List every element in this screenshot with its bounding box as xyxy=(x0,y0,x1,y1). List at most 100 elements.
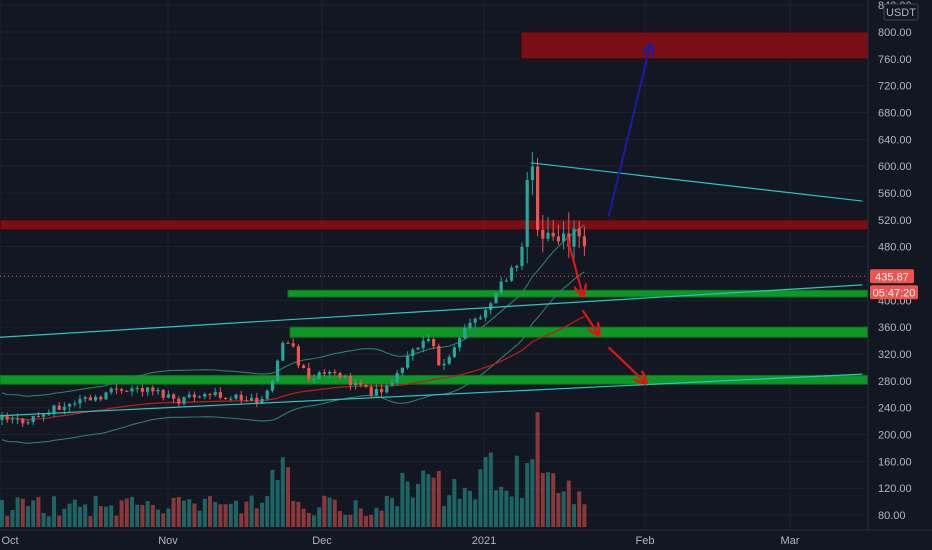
candle xyxy=(333,369,337,376)
volume-bar xyxy=(369,514,374,527)
candle xyxy=(198,395,202,399)
price-tick-label: 80.00 xyxy=(878,510,906,522)
candle xyxy=(73,400,77,407)
candle xyxy=(473,317,477,328)
arrow-down-icon xyxy=(581,309,599,333)
time-tick-label: Dec xyxy=(312,535,332,547)
volume-bar xyxy=(10,509,15,527)
candle xyxy=(83,395,87,403)
volume-bar xyxy=(421,470,426,527)
volume-bars xyxy=(0,412,587,527)
bollinger-upper xyxy=(1,224,585,397)
candle xyxy=(577,220,581,249)
bollinger-bands xyxy=(1,224,585,444)
price-tick-label: 520.00 xyxy=(878,215,912,227)
volume-bar xyxy=(156,509,160,527)
price-tick-label: 120.00 xyxy=(878,483,912,495)
time-tick-label: Oct xyxy=(1,535,18,547)
candle xyxy=(229,396,233,402)
candle xyxy=(130,385,134,396)
volume-bar xyxy=(540,473,545,527)
candle xyxy=(426,333,430,343)
candle xyxy=(541,214,545,253)
candle xyxy=(291,338,295,348)
volume-bar xyxy=(166,508,171,527)
candle xyxy=(203,392,207,400)
volume-bar xyxy=(202,498,207,527)
volume-bar xyxy=(57,515,62,527)
candle xyxy=(239,390,243,404)
candle xyxy=(36,411,40,418)
candle xyxy=(374,384,378,397)
volume-bar xyxy=(582,504,587,527)
countdown-tag: 05:47:20 xyxy=(870,285,918,300)
candle xyxy=(156,387,160,395)
volume-bar xyxy=(488,452,493,527)
candle xyxy=(582,226,586,256)
arrow-up-icon xyxy=(607,45,651,217)
price-tick-label: 680.00 xyxy=(878,108,912,120)
volume-bar xyxy=(416,483,420,527)
candle xyxy=(400,367,404,377)
candle xyxy=(536,158,540,237)
volume-bar xyxy=(384,495,389,527)
volume-bar xyxy=(171,497,176,527)
candle-countdown: 05:47:20 xyxy=(873,287,916,299)
volume-bar xyxy=(322,495,327,527)
candle xyxy=(302,363,306,369)
candle xyxy=(385,383,389,394)
volume-bar xyxy=(176,496,181,527)
volume-bar xyxy=(187,499,192,527)
volume-bar xyxy=(525,463,530,527)
candle xyxy=(208,392,212,400)
volume-bar xyxy=(338,511,342,527)
volume-bar xyxy=(119,500,124,527)
candle xyxy=(250,393,254,401)
volume-bar xyxy=(447,495,452,527)
volume-bar xyxy=(462,487,467,527)
candle xyxy=(312,374,316,384)
price-tick-label: 560.00 xyxy=(878,188,912,200)
volume-bar xyxy=(78,506,82,527)
candle xyxy=(151,385,155,396)
volume-bar xyxy=(280,457,285,527)
volume-bar xyxy=(426,474,431,527)
volume-bar xyxy=(88,516,93,527)
support-zone xyxy=(287,289,869,298)
candle xyxy=(322,369,326,377)
candle xyxy=(499,277,503,295)
candle xyxy=(520,242,524,271)
volume-bar xyxy=(249,495,254,527)
candle xyxy=(551,219,555,241)
candle xyxy=(187,391,191,399)
arrow-down-icon xyxy=(566,236,583,295)
volume-bar xyxy=(530,459,535,527)
candle xyxy=(192,391,196,402)
resistance-zone xyxy=(520,31,869,60)
candle xyxy=(120,387,124,394)
volume-bar xyxy=(509,496,514,527)
volume-bar xyxy=(244,501,249,527)
ma-line xyxy=(1,315,585,421)
volume-bar xyxy=(15,497,20,527)
trendline-channel xyxy=(0,284,863,338)
price-tick-label: 720.00 xyxy=(878,81,912,93)
candles xyxy=(0,151,586,427)
candle xyxy=(364,384,368,388)
volume-bar xyxy=(213,501,218,527)
volume-bar xyxy=(254,508,259,527)
candle xyxy=(406,351,410,370)
volume-bar xyxy=(301,508,306,527)
trendline-top xyxy=(530,162,863,202)
volume-bar xyxy=(566,480,571,527)
currency-badge[interactable]: USDT xyxy=(883,3,919,21)
volume-bar xyxy=(358,508,363,527)
candle xyxy=(437,343,441,366)
candle xyxy=(286,341,290,344)
price-tick-label: 760.00 xyxy=(878,54,912,66)
volume-bar xyxy=(436,471,441,527)
time-axis[interactable]: Oct Nov Dec 2021 Feb Mar xyxy=(0,529,932,550)
volume-bar xyxy=(228,503,233,527)
candle xyxy=(359,379,363,388)
